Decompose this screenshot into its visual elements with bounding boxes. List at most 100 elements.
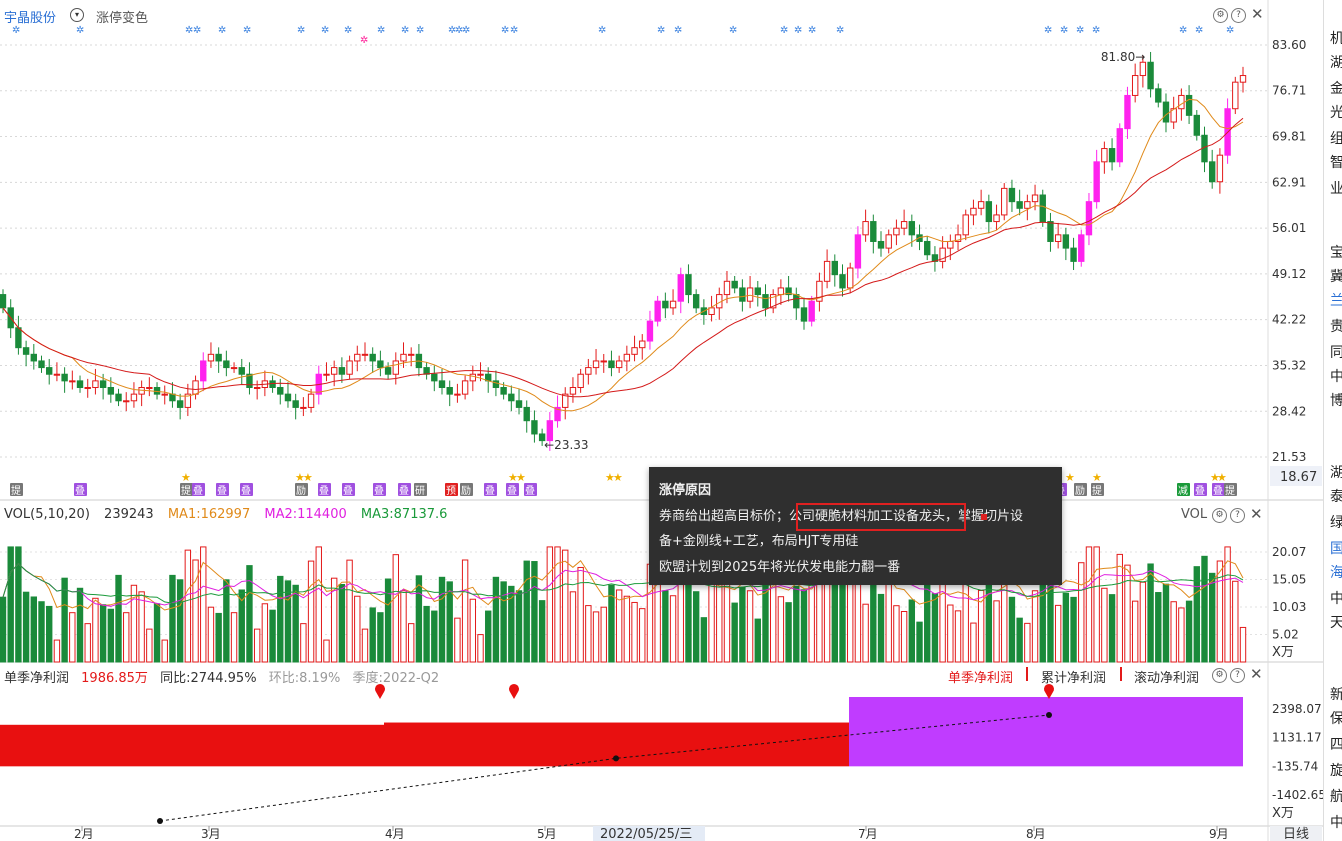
candle	[169, 393, 176, 402]
tab-cumulative-profit[interactable]: 累计净利润	[1041, 671, 1107, 686]
volume-bar	[562, 549, 569, 663]
sidebar-stock-item[interactable]: 中	[1330, 369, 1342, 385]
sidebar-stock-item[interactable]: 国	[1330, 541, 1342, 557]
sidebar-stock-item[interactable]: 绿	[1330, 515, 1342, 531]
candle	[692, 294, 700, 309]
volume-bar	[330, 577, 338, 663]
candle	[1208, 161, 1216, 183]
event-marker-badge	[295, 483, 308, 496]
tab-rolling-profit[interactable]: 滚动净利润	[1134, 671, 1200, 686]
sidebar-stock-item[interactable]: 航	[1330, 789, 1342, 805]
volume-bar	[608, 584, 615, 663]
candle	[908, 221, 916, 236]
candle	[877, 240, 885, 249]
profit-settings-icon[interactable]: ⚙	[1212, 668, 1227, 683]
stock-name[interactable]: 宇晶股份	[4, 11, 57, 26]
sidebar-stock-item[interactable]: 业	[1330, 181, 1342, 197]
vol-close-icon[interactable]: ✕	[1250, 505, 1263, 523]
volume-bar	[446, 581, 453, 663]
settings-icon[interactable]: ⚙	[1213, 8, 1228, 23]
candle	[277, 387, 284, 395]
rating-star-icon: ★	[613, 471, 623, 484]
sidebar-stock-item[interactable]: 湖	[1330, 465, 1342, 481]
help-icon[interactable]: ?	[1231, 8, 1246, 23]
candle	[223, 360, 230, 369]
candle	[461, 380, 469, 395]
volume-bar	[346, 559, 353, 663]
vol-settings-icon[interactable]: ⚙	[1212, 508, 1227, 523]
profit-help-icon[interactable]: ?	[1230, 668, 1245, 683]
candle	[200, 360, 207, 382]
candle	[392, 360, 399, 375]
volume-bar	[1054, 604, 1062, 663]
tab-limit-up-color[interactable]: 涨停变色	[96, 11, 149, 26]
vol-help-icon[interactable]: ?	[1230, 508, 1245, 523]
volume-bar	[793, 585, 800, 663]
sidebar-stock-item[interactable]: 泰	[1330, 489, 1342, 505]
sidebar-stock-item[interactable]: 兰	[1330, 293, 1342, 309]
candle	[916, 234, 923, 242]
sidebar-stock-item[interactable]: 新	[1330, 687, 1342, 703]
sidebar-stock-item[interactable]: 冀	[1330, 269, 1342, 285]
sidebar-stock-item[interactable]: 金	[1330, 81, 1342, 97]
ma-short-line	[2, 98, 1244, 412]
sidebar-stock-item[interactable]: 旋	[1330, 763, 1342, 779]
tab-single-quarter-profit[interactable]: 单季净利润	[948, 671, 1014, 686]
news-star-icon: ✲	[455, 25, 463, 36]
candle	[53, 373, 61, 376]
candle	[831, 260, 838, 276]
sidebar-stock-item[interactable]: 机	[1330, 31, 1342, 47]
vol-right-label: VOL	[1181, 507, 1208, 522]
sidebar-stock-item[interactable]: 智	[1330, 155, 1342, 171]
candle	[1054, 234, 1062, 242]
sidebar-stock-item[interactable]: 组	[1330, 131, 1342, 147]
event-marker-label: 叠	[319, 485, 329, 497]
rating-star-icon: ★	[605, 471, 615, 484]
price-tick-label: 76.71	[1272, 84, 1306, 98]
candle	[808, 300, 815, 322]
sidebar-stock-item[interactable]: 宝	[1330, 245, 1342, 261]
sidebar-stock-item[interactable]: 中	[1330, 815, 1342, 831]
volume-bar	[230, 612, 238, 663]
sidebar-stock-item[interactable]: 四	[1330, 737, 1342, 753]
candle	[0, 294, 7, 309]
sidebar-stock-item[interactable]: 海	[1330, 565, 1342, 581]
tooltip-title: 涨停原因	[659, 483, 712, 498]
volume-bar	[400, 590, 407, 663]
sidebar-stock-item[interactable]: 天	[1330, 615, 1342, 631]
sidebar-stock-item[interactable]: 保	[1330, 711, 1342, 727]
volume-bar	[569, 591, 577, 663]
candle	[569, 387, 577, 395]
profit-close-icon[interactable]: ✕	[1250, 665, 1263, 683]
candle	[893, 227, 900, 236]
close-icon[interactable]: ✕	[1251, 5, 1264, 23]
candle	[330, 367, 338, 375]
volume-bar	[1085, 546, 1093, 663]
candle	[870, 221, 877, 242]
sidebar-stock-item[interactable]: 中	[1330, 591, 1342, 607]
stock-list-sidebar[interactable]: 机湖金光组智业宝冀兰贵同中博湖泰绿国海中天新保四旋航中	[1323, 0, 1342, 841]
sidebar-stock-item[interactable]: 光	[1330, 105, 1342, 121]
candle	[1155, 88, 1162, 103]
volume-bar	[877, 593, 885, 663]
candle	[631, 347, 638, 355]
sidebar-stock-item[interactable]: 博	[1330, 393, 1342, 409]
sidebar-stock-item[interactable]: 同	[1330, 345, 1342, 361]
candle	[15, 327, 22, 349]
volume-bar	[1155, 592, 1162, 663]
candle	[446, 387, 453, 395]
volume-bar	[631, 601, 638, 663]
tooltip-highlight-box	[796, 503, 966, 531]
sidebar-stock-item[interactable]: 湖	[1330, 55, 1342, 71]
candle	[1193, 114, 1200, 136]
price-tick-label: 56.01	[1272, 221, 1306, 235]
dropdown-icon[interactable]: ▾	[70, 8, 84, 22]
volume-bar	[269, 609, 276, 663]
report-pin-icon	[1044, 684, 1054, 699]
news-star-icon: ✲	[321, 25, 329, 36]
ma-long-line	[2, 117, 1244, 398]
news-star-icon: ✲	[12, 25, 20, 36]
volume-bar	[662, 590, 669, 663]
sidebar-stock-item[interactable]: 贵	[1330, 319, 1342, 335]
